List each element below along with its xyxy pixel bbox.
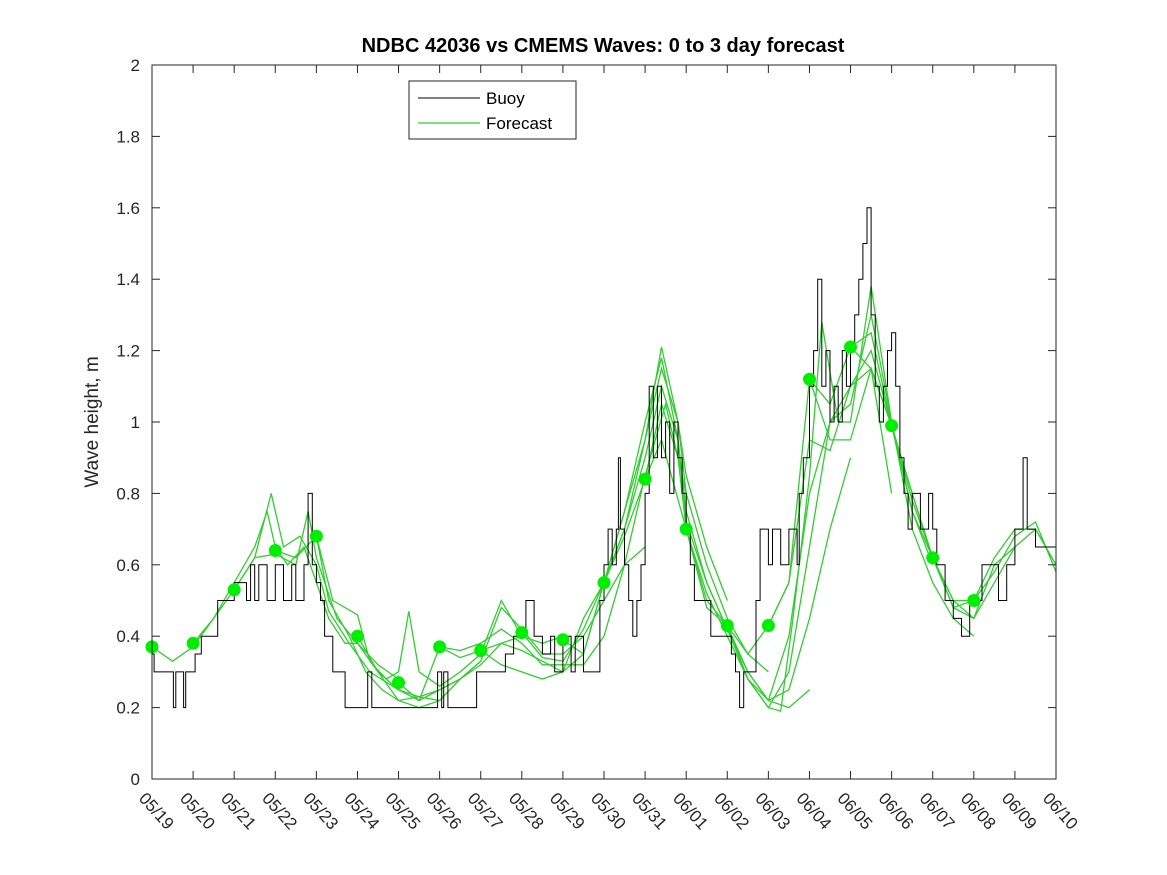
y-tick-label-10: 2 <box>131 56 140 75</box>
x-tick-label-14: 06/02 <box>710 789 753 833</box>
x-tick-label-2: 05/21 <box>217 789 260 833</box>
forecast-marker-8 <box>474 644 488 657</box>
forecast-run-3 <box>275 534 523 702</box>
forecast-run-6 <box>398 401 687 702</box>
legend-label-buoy: Buoy <box>486 89 525 108</box>
forecast-run-12 <box>644 314 934 702</box>
series-layer <box>145 207 1057 713</box>
forecast-marker-6 <box>392 676 405 690</box>
y-tick-label-8: 1.6 <box>116 199 140 218</box>
x-tick-label-13: 06/01 <box>669 789 712 833</box>
x-tick-label-4: 05/23 <box>299 789 342 833</box>
x-tick-label-10: 05/29 <box>546 789 589 833</box>
forecast-marker-18 <box>885 419 899 433</box>
y-tick-label-9: 1.8 <box>116 127 140 146</box>
y-tick-label-7: 1.4 <box>116 270 140 289</box>
y-tick-label-5: 1 <box>131 413 140 432</box>
forecast-run-5 <box>356 546 646 709</box>
forecast-marker-19 <box>926 551 940 565</box>
legend-box <box>408 80 577 140</box>
y-tick-label-2: 0.4 <box>116 627 140 646</box>
forecast-marker-5 <box>351 629 364 643</box>
y-tick-label-3: 0.6 <box>116 556 140 575</box>
forecast-run-4 <box>315 536 564 687</box>
forecast-marker-7 <box>433 640 447 654</box>
forecast-run-9 <box>521 357 810 709</box>
forecast-run-2 <box>233 493 482 702</box>
x-tick-label-3: 05/22 <box>258 789 301 833</box>
forecast-marker-3 <box>268 544 282 557</box>
forecast-marker-1 <box>186 636 200 650</box>
x-tick-label-21: 06/09 <box>998 789 1041 833</box>
x-tick-label-12: 05/31 <box>628 789 671 833</box>
y-tick-label-4: 0.8 <box>116 484 140 503</box>
forecast-marker-13 <box>679 522 693 536</box>
y-tick-label-0: 0 <box>131 770 140 789</box>
forecast-marker-2 <box>227 583 241 597</box>
forecast-run-10 <box>562 383 852 702</box>
y-tick-label-6: 1.2 <box>116 342 140 361</box>
x-tick-label-11: 05/30 <box>587 789 630 833</box>
legend-label-forecast: Forecast <box>486 114 552 133</box>
x-tick-label-22: 06/10 <box>1039 789 1082 833</box>
legend: Buoy Forecast <box>408 80 577 140</box>
forecast-marker-4 <box>309 529 323 543</box>
x-tick-label-6: 05/25 <box>382 789 425 833</box>
x-tick-label-1: 05/20 <box>176 789 219 833</box>
x-tick-label-15: 06/03 <box>751 789 794 833</box>
x-tick-label-5: 05/24 <box>340 789 383 833</box>
forecast-marker-14 <box>720 619 734 632</box>
forecast-run-13 <box>685 286 975 713</box>
forecast-marker-15 <box>761 619 775 632</box>
x-tick-label-17: 06/05 <box>834 789 877 833</box>
forecast-run-0 <box>151 508 399 680</box>
forecast-marker-9 <box>515 626 529 640</box>
forecast-marker-10 <box>556 633 570 647</box>
x-tick-label-20: 06/08 <box>957 789 1000 833</box>
forecast-marker-17 <box>844 340 857 354</box>
forecast-run-8 <box>480 346 769 680</box>
forecast-run-16 <box>808 366 1057 602</box>
x-tick-label-0: 05/19 <box>135 789 178 833</box>
forecast-marker-12 <box>638 472 652 486</box>
x-tick-label-8: 05/27 <box>464 789 507 833</box>
x-tick-label-18: 06/06 <box>875 789 918 833</box>
x-tick-label-7: 05/26 <box>423 789 466 833</box>
y-axis-label: Wave height, m <box>82 356 103 487</box>
buoy-line <box>152 207 1057 709</box>
x-tick-label-19: 06/07 <box>916 789 959 833</box>
axes-layer: 00.20.40.60.811.21.41.61.8205/1905/2005/… <box>116 56 1081 833</box>
x-tick-label-9: 05/28 <box>505 789 548 833</box>
forecast-marker-11 <box>597 576 611 590</box>
forecast-marker-20 <box>967 594 981 607</box>
chart-title: NDBC 42036 vs CMEMS Waves: 0 to 3 day fo… <box>362 35 845 57</box>
y-tick-label-1: 0.2 <box>116 699 140 718</box>
forecast-marker-16 <box>803 372 816 386</box>
x-tick-label-16: 06/04 <box>792 789 835 833</box>
forecast-run-11 <box>603 367 893 709</box>
plot-frame <box>151 64 1057 780</box>
